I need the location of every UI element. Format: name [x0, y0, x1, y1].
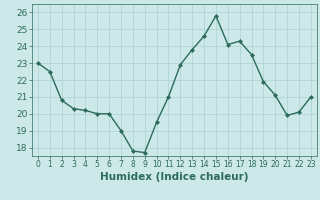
X-axis label: Humidex (Indice chaleur): Humidex (Indice chaleur) [100, 172, 249, 182]
